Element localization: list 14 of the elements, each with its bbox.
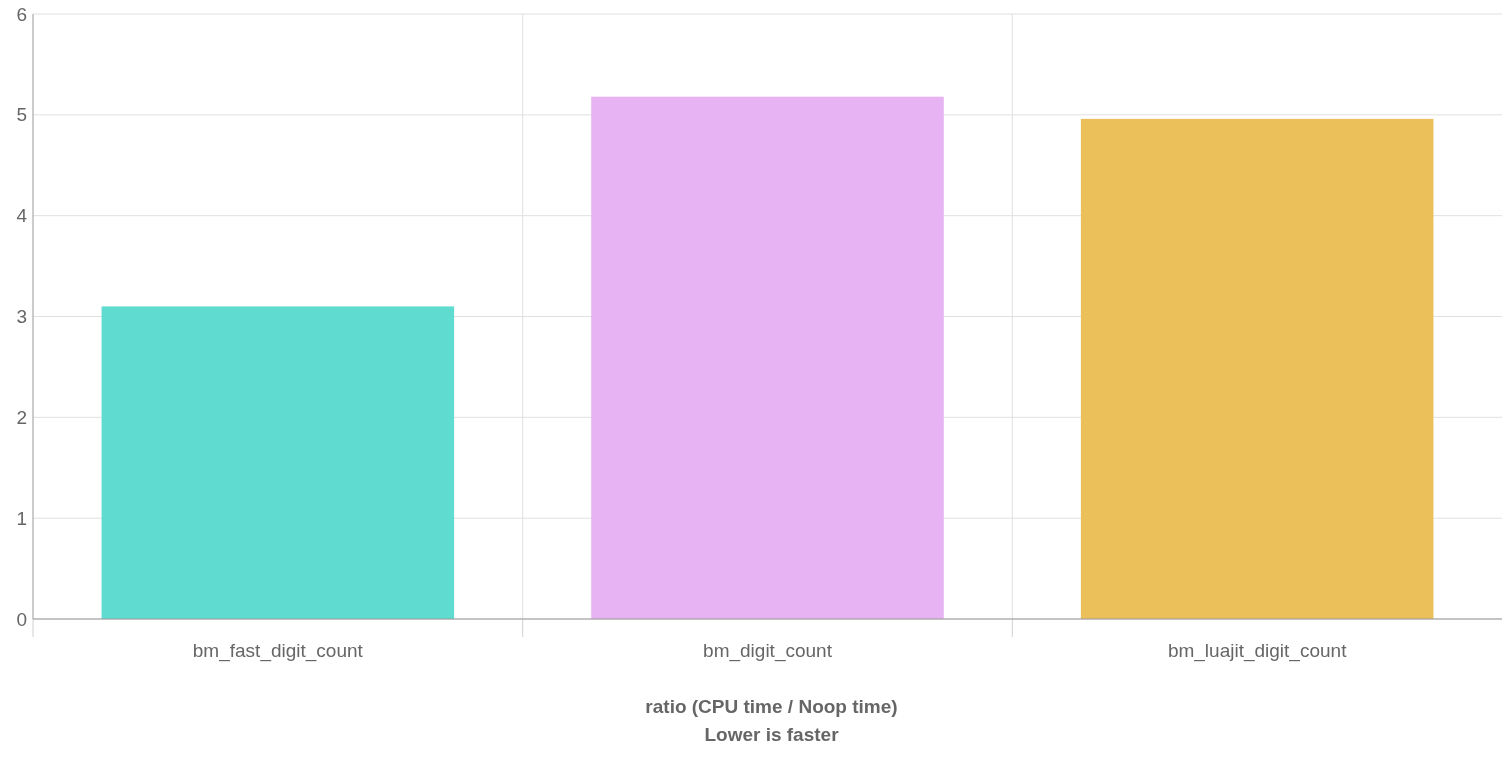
- y-tick-label: 0: [16, 608, 27, 630]
- x-axis-title: ratio (CPU time / Noop time) Lower is faster: [645, 696, 898, 745]
- y-tick-label: 6: [16, 3, 27, 25]
- bar: [1080, 118, 1434, 619]
- bar: [591, 96, 944, 619]
- y-tick-label: 5: [16, 104, 27, 126]
- y-tick-label: 2: [16, 406, 27, 428]
- y-tick-label: 3: [16, 306, 27, 328]
- x-tick-label: bm_luajit_digit_count: [1167, 640, 1348, 662]
- y-tick-label: 4: [16, 205, 28, 227]
- y-tick-label: 1: [16, 507, 27, 529]
- x-tick-label: bm_digit_count: [703, 640, 833, 662]
- bar: [101, 306, 455, 619]
- x-tick-label: bm_fast_digit_count: [192, 640, 364, 662]
